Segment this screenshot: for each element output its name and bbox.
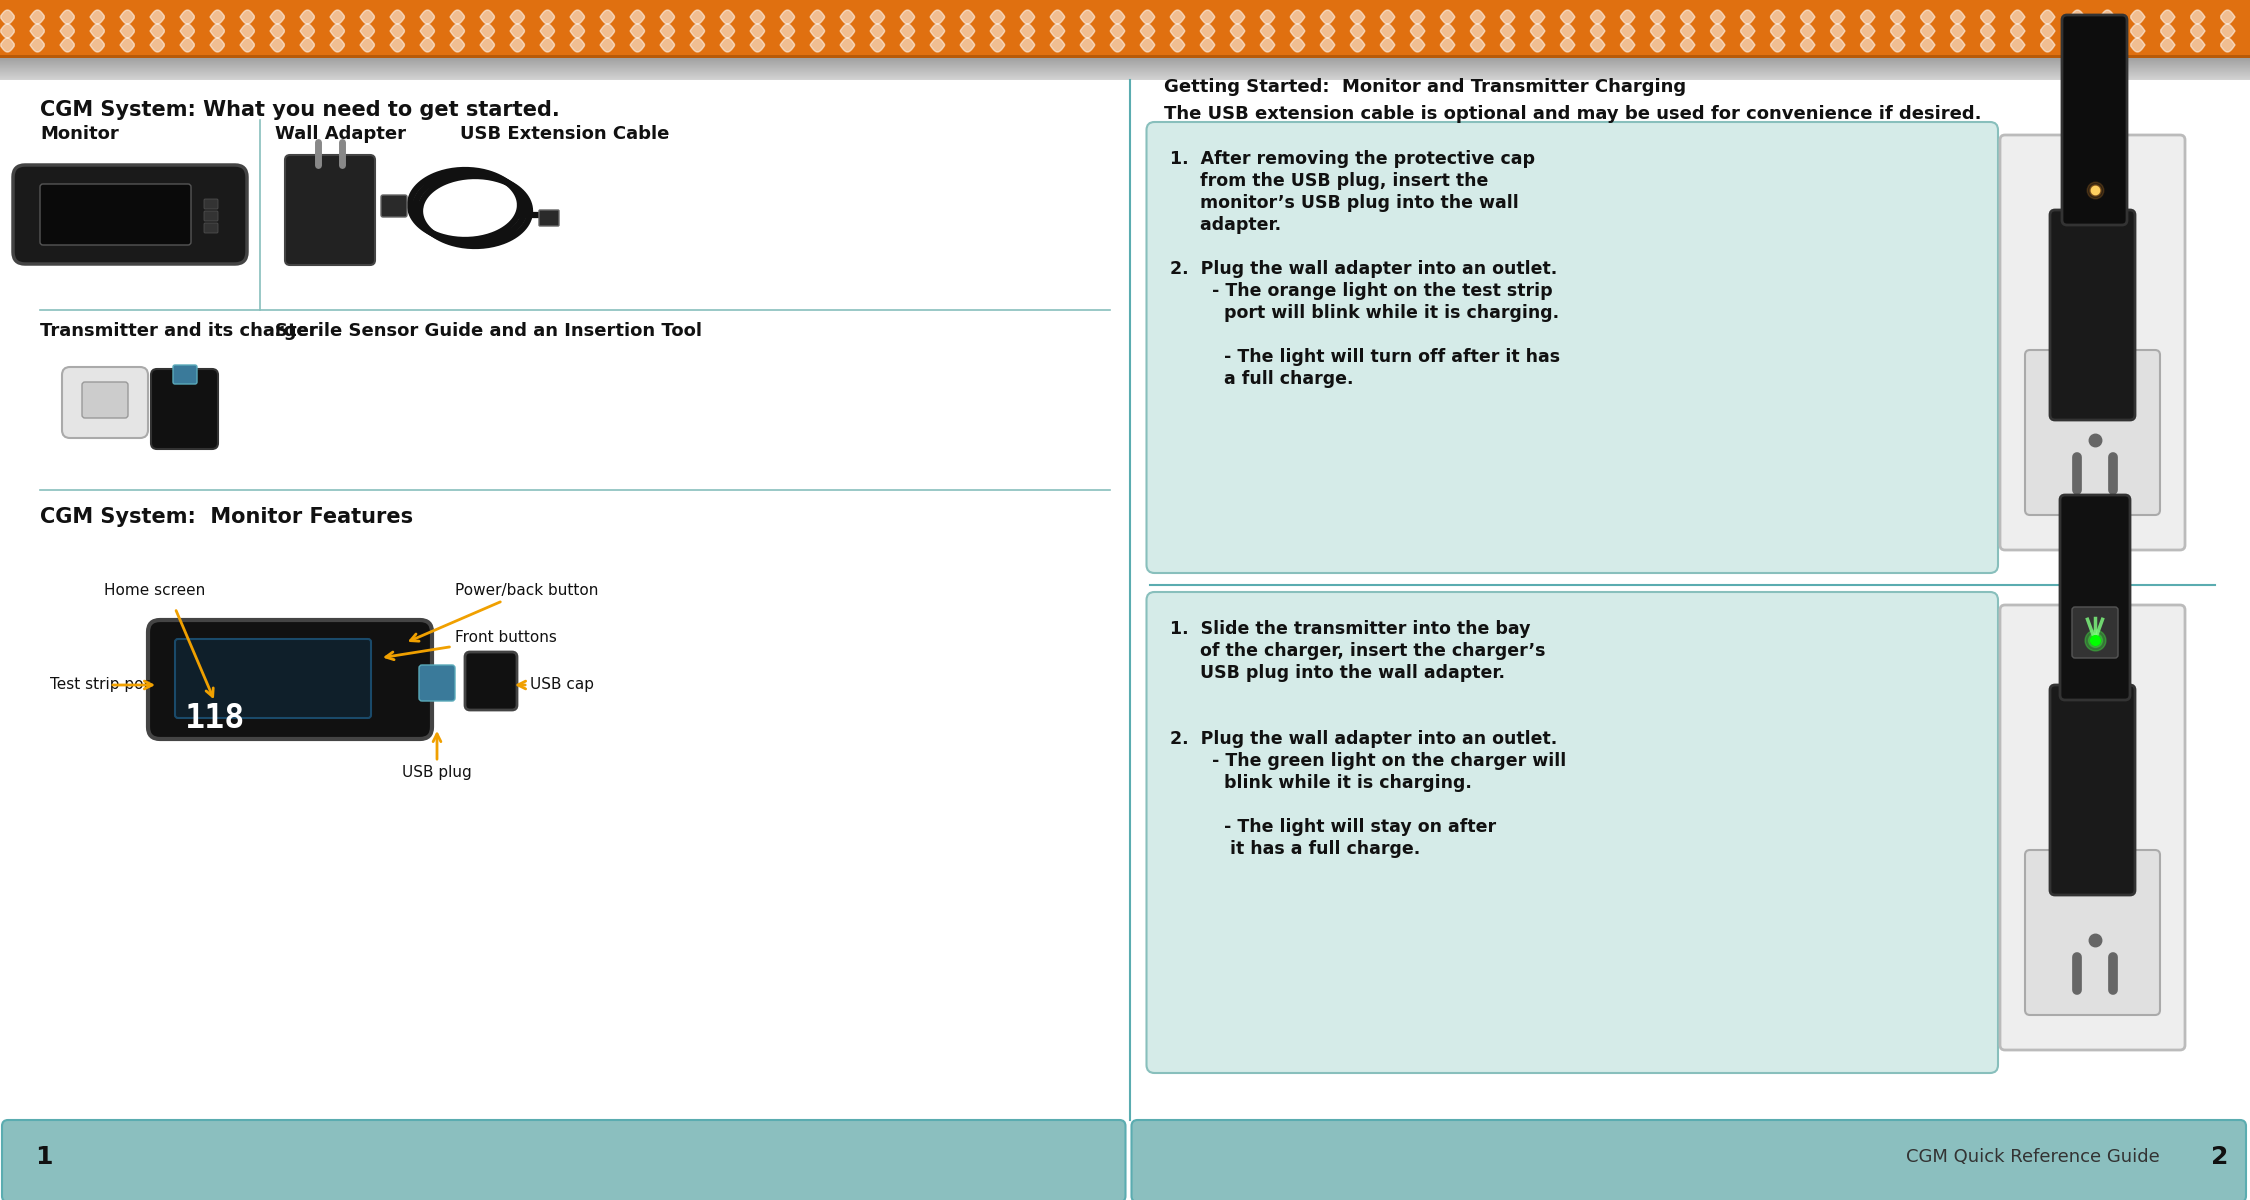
Text: - The light will stay on after: - The light will stay on after [1170,818,1496,836]
FancyBboxPatch shape [2000,605,2185,1050]
FancyBboxPatch shape [2072,607,2117,658]
Text: 1.  Slide the transmitter into the bay: 1. Slide the transmitter into the bay [1170,620,1530,638]
FancyBboxPatch shape [380,194,407,217]
Text: 118: 118 [184,702,245,734]
Text: - The orange light on the test strip: - The orange light on the test strip [1170,282,1552,300]
Text: - The light will turn off after it has: - The light will turn off after it has [1170,348,1559,366]
FancyBboxPatch shape [1132,1120,2246,1200]
Text: The USB extension cable is optional and may be used for convenience if desired.: The USB extension cable is optional and … [1166,104,1982,122]
FancyBboxPatch shape [2025,350,2160,515]
Text: Front buttons: Front buttons [385,630,558,660]
FancyBboxPatch shape [205,199,218,209]
FancyBboxPatch shape [40,184,191,245]
Bar [0,80,2250,1120]
FancyBboxPatch shape [540,210,558,226]
FancyBboxPatch shape [466,652,518,710]
Text: CGM System: What you need to get started.: CGM System: What you need to get started… [40,100,560,120]
Text: Home screen: Home screen [104,583,205,598]
Bar [0,0,2250,55]
FancyBboxPatch shape [286,155,376,265]
Text: port will blink while it is charging.: port will blink while it is charging. [1170,304,1559,322]
Text: Test strip port: Test strip port [50,678,155,692]
Text: USB Extension Cable: USB Extension Cable [459,125,670,143]
FancyBboxPatch shape [81,382,128,418]
Text: - The green light on the charger will: - The green light on the charger will [1170,752,1566,770]
FancyBboxPatch shape [1148,122,1998,572]
FancyBboxPatch shape [63,367,148,438]
Text: adapter.: adapter. [1170,216,1280,234]
Text: 2: 2 [2212,1145,2230,1169]
FancyBboxPatch shape [2061,494,2131,700]
Text: Sterile Sensor Guide and an Insertion Tool: Sterile Sensor Guide and an Insertion To… [274,322,702,340]
FancyBboxPatch shape [2050,685,2135,895]
Text: USB plug: USB plug [403,766,472,780]
FancyBboxPatch shape [2025,850,2160,1015]
Text: monitor’s USB plug into the wall: monitor’s USB plug into the wall [1170,194,1519,212]
Text: Getting Started:  Monitor and Transmitter Charging: Getting Started: Monitor and Transmitter… [1166,78,1688,96]
FancyBboxPatch shape [176,638,371,718]
Text: Wall Adapter: Wall Adapter [274,125,405,143]
FancyBboxPatch shape [2,1120,1125,1200]
Text: it has a full charge.: it has a full charge. [1170,840,1420,858]
Text: of the charger, insert the charger’s: of the charger, insert the charger’s [1170,642,1546,660]
Text: Power/back button: Power/back button [410,583,598,641]
Text: USB plug into the wall adapter.: USB plug into the wall adapter. [1170,664,1505,682]
Text: USB cap: USB cap [531,678,594,692]
Text: 2.  Plug the wall adapter into an outlet.: 2. Plug the wall adapter into an outlet. [1170,260,1557,278]
Text: CGM System:  Monitor Features: CGM System: Monitor Features [40,506,414,527]
FancyBboxPatch shape [1148,592,1998,1073]
FancyBboxPatch shape [148,620,432,739]
Text: 1: 1 [36,1145,52,1169]
Text: 2.  Plug the wall adapter into an outlet.: 2. Plug the wall adapter into an outlet. [1170,730,1557,748]
FancyBboxPatch shape [205,211,218,221]
FancyBboxPatch shape [151,370,218,449]
Text: a full charge.: a full charge. [1170,370,1352,388]
FancyBboxPatch shape [2061,14,2126,226]
FancyBboxPatch shape [173,365,198,384]
Text: CGM Quick Reference Guide: CGM Quick Reference Guide [1906,1148,2160,1166]
Text: blink while it is charging.: blink while it is charging. [1170,774,1472,792]
Text: from the USB plug, insert the: from the USB plug, insert the [1170,172,1487,190]
FancyBboxPatch shape [205,223,218,233]
FancyBboxPatch shape [418,665,454,701]
Bar [0,55,2250,58]
Text: Transmitter and its charger: Transmitter and its charger [40,322,317,340]
FancyBboxPatch shape [2000,134,2185,550]
FancyBboxPatch shape [2050,210,2135,420]
FancyBboxPatch shape [14,164,248,264]
Text: Monitor: Monitor [40,125,119,143]
Text: 1.  After removing the protective cap: 1. After removing the protective cap [1170,150,1534,168]
